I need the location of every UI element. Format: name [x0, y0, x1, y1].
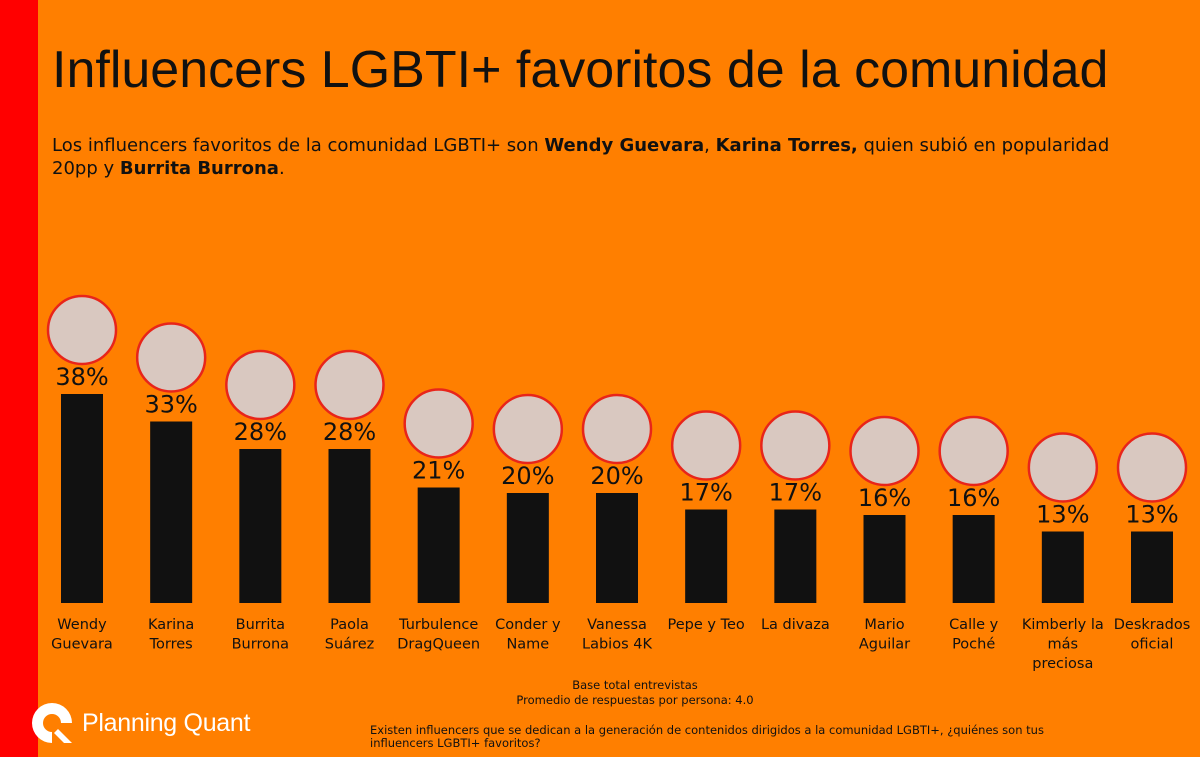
data-label: 17%: [679, 479, 732, 507]
survey-question: Existen influencers que se dedican a la …: [370, 723, 1044, 750]
category-label: Kimberly la: [1022, 617, 1104, 633]
category-label: Turbulence: [398, 617, 478, 633]
subtitle-text-4: .: [278, 158, 285, 179]
category-label: Poché: [952, 637, 995, 653]
base-note-line-2: Promedio de respuestas por persona: 4.0: [516, 693, 754, 707]
subtitle-text-1: Los influencers favoritos de la comunida…: [52, 135, 545, 156]
bar: [239, 449, 282, 603]
data-label: 17%: [769, 479, 822, 507]
page-subtitle: Los influencers favoritos de la comunida…: [52, 134, 1152, 180]
category-label: Suárez: [325, 637, 374, 653]
avatar-photo: [492, 393, 564, 465]
base-note: Base total entrevistas Promedio de respu…: [440, 678, 830, 708]
subtitle-bold-1: Wendy Guevara: [544, 135, 705, 156]
data-label: 33%: [144, 391, 197, 419]
bar: [61, 394, 103, 603]
category-label: Karina: [148, 617, 194, 633]
category-label: Calle y: [949, 617, 999, 633]
category-label: Mario: [864, 617, 904, 633]
category-label: Vanessa: [587, 617, 647, 633]
avatar-photo: [581, 393, 653, 465]
avatar-photo: [403, 388, 474, 459]
avatar-photo: [1027, 432, 1099, 503]
category-label: Pepe y Teo: [668, 617, 745, 633]
subtitle-text-3: quien subió en popularidad 20pp y: [52, 135, 1110, 179]
data-label: 28%: [323, 418, 376, 446]
category-label: Name: [506, 637, 549, 653]
avatar-photo: [760, 410, 831, 481]
bar: [863, 515, 906, 603]
category-label: Burrita: [236, 617, 285, 633]
page-title: Influencers LGBTI+ favoritos de la comun…: [52, 41, 1109, 99]
category-label: Deskrados: [1114, 617, 1191, 633]
avatar-photo: [1116, 432, 1188, 503]
category-label: Guevara: [51, 637, 113, 653]
subtitle-bold-3: Burrita Burrona: [119, 158, 279, 179]
category-label: Torres: [149, 637, 193, 653]
data-label: 38%: [55, 363, 108, 391]
planning-quant-logo: Planning Quant: [28, 698, 250, 748]
subtitle-bold-2: Karina Torres,: [715, 135, 858, 156]
data-label: 16%: [947, 484, 1000, 512]
avatar-photo: [314, 349, 385, 421]
bar: [417, 487, 460, 603]
category-label: oficial: [1131, 637, 1174, 653]
data-label: 20%: [501, 462, 554, 490]
avatar-photo: [225, 349, 296, 421]
bar: [685, 509, 728, 603]
category-label: más: [1048, 637, 1079, 653]
category-label: Burrona: [232, 637, 289, 653]
bar: [952, 515, 995, 603]
category-label: preciosa: [1032, 656, 1093, 672]
logo-text: Planning Quant: [82, 708, 251, 737]
bar: [774, 509, 817, 603]
category-label: La divaza: [761, 617, 830, 633]
data-label: 13%: [1036, 501, 1089, 529]
data-label: 13%: [1125, 501, 1178, 529]
bar: [1131, 531, 1173, 603]
category-label: Paola: [330, 617, 369, 633]
avatar-photo: [849, 415, 920, 487]
avatar-photo: [46, 294, 118, 366]
bar: [150, 421, 193, 603]
bar: [1041, 531, 1084, 603]
data-label: 21%: [412, 457, 465, 485]
planning-quant-logo-icon: [32, 703, 72, 743]
category-label: DragQueen: [397, 637, 480, 653]
category-label: Conder y: [495, 617, 561, 633]
red-side-stripe: [0, 0, 38, 757]
category-label: Labios 4K: [582, 637, 652, 653]
bar: [506, 493, 549, 603]
data-label: 20%: [590, 462, 643, 490]
avatar-photo: [135, 322, 207, 393]
category-label: Aguilar: [859, 637, 910, 653]
bar: [328, 449, 371, 603]
data-label: 28%: [234, 418, 287, 446]
data-label: 16%: [858, 484, 911, 512]
avatar-photo: [670, 410, 742, 481]
category-label: Wendy: [57, 617, 107, 633]
subtitle-text-2: ,: [704, 135, 716, 156]
avatar-photo: [938, 415, 1009, 487]
base-note-line-1: Base total entrevistas: [572, 678, 698, 692]
bar: [596, 493, 638, 603]
